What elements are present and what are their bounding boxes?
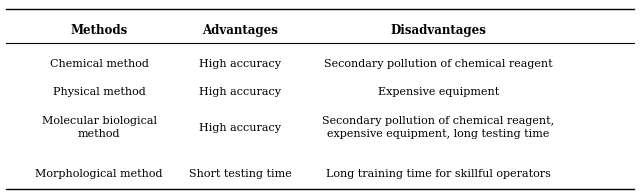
Text: Methods: Methods	[70, 24, 128, 37]
Text: Short testing time: Short testing time	[189, 169, 291, 179]
Text: Secondary pollution of chemical reagent: Secondary pollution of chemical reagent	[324, 59, 553, 69]
Text: High accuracy: High accuracy	[199, 87, 281, 97]
Text: Morphological method: Morphological method	[35, 169, 163, 179]
Text: Advantages: Advantages	[202, 24, 278, 37]
Text: Long training time for skillful operators: Long training time for skillful operator…	[326, 169, 551, 179]
Text: Disadvantages: Disadvantages	[390, 24, 486, 37]
Text: Chemical method: Chemical method	[50, 59, 148, 69]
Text: Physical method: Physical method	[53, 87, 145, 97]
Text: Expensive equipment: Expensive equipment	[378, 87, 499, 97]
Text: Secondary pollution of chemical reagent,
expensive equipment, long testing time: Secondary pollution of chemical reagent,…	[323, 116, 554, 139]
Text: Molecular biological
method: Molecular biological method	[42, 116, 157, 139]
Text: High accuracy: High accuracy	[199, 123, 281, 133]
Text: High accuracy: High accuracy	[199, 59, 281, 69]
